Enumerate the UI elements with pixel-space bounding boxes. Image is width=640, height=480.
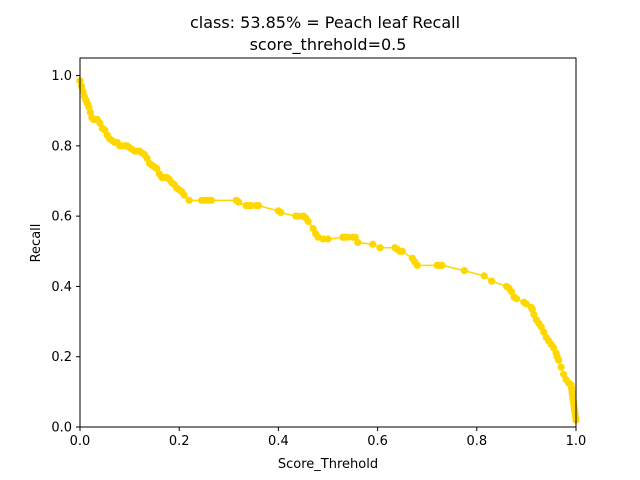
data-point bbox=[277, 209, 285, 217]
data-point bbox=[324, 235, 332, 243]
data-point bbox=[555, 356, 563, 364]
data-point bbox=[294, 212, 302, 220]
data-point bbox=[344, 233, 352, 241]
chart-title: class: 53.85% = Peach leaf Recall bbox=[190, 13, 460, 32]
data-point bbox=[376, 244, 384, 252]
data-point bbox=[247, 202, 255, 210]
x-tick-label: 0.4 bbox=[268, 434, 289, 449]
y-tick-label: 0.6 bbox=[51, 210, 72, 225]
y-tick-label: 0.0 bbox=[51, 421, 72, 436]
x-tick-label: 0.6 bbox=[367, 434, 388, 449]
x-axis-label: Score_Threhold bbox=[278, 457, 378, 472]
y-tick-label: 0.8 bbox=[51, 139, 72, 154]
plot-frame bbox=[79, 57, 577, 428]
data-point bbox=[369, 240, 377, 248]
y-tick-label: 1.0 bbox=[51, 69, 72, 84]
data-point bbox=[235, 198, 243, 206]
data-point bbox=[319, 235, 327, 243]
data-point bbox=[354, 238, 362, 247]
data-point bbox=[512, 295, 521, 303]
x-tick-label: 0.8 bbox=[466, 434, 487, 449]
data-point bbox=[185, 196, 193, 204]
data-point bbox=[304, 217, 312, 226]
y-axis-ticks: 0.0 0.2 0.4 0.6 0.8 1.0 bbox=[51, 69, 80, 436]
data-point bbox=[207, 196, 216, 204]
data-point bbox=[180, 191, 188, 199]
x-tick-label: 0.0 bbox=[70, 434, 91, 449]
y-tick-label: 0.2 bbox=[51, 350, 72, 365]
y-tick-label: 0.4 bbox=[51, 280, 72, 295]
data-point bbox=[488, 277, 496, 285]
x-tick-label: 1.0 bbox=[566, 434, 587, 449]
data-point bbox=[398, 247, 406, 255]
chart-subtitle: score_threhold=0.5 bbox=[250, 35, 407, 55]
x-axis-ticks: 0.0 0.2 0.4 0.6 0.8 1.0 bbox=[70, 427, 587, 449]
y-axis-label: Recall bbox=[29, 224, 44, 263]
data-point bbox=[438, 261, 446, 269]
data-point bbox=[480, 272, 488, 280]
series-layer bbox=[76, 77, 580, 424]
data-point bbox=[413, 261, 421, 269]
data-point bbox=[254, 202, 263, 210]
data-point bbox=[557, 363, 565, 371]
data-point bbox=[460, 267, 468, 275]
x-tick-label: 0.2 bbox=[169, 434, 190, 449]
